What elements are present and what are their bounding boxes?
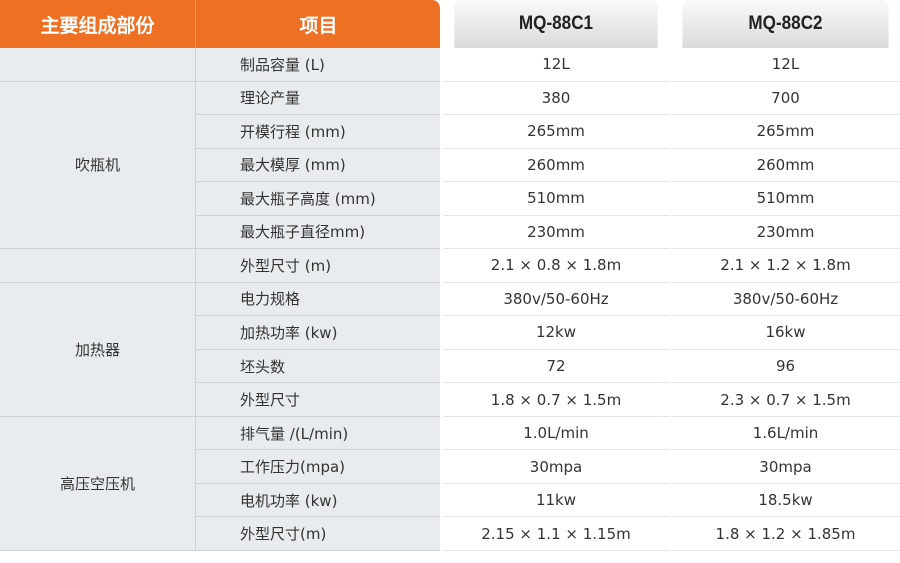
row-value-model-1: 12L: [443, 48, 669, 82]
header-model-1: MQ-88C1: [454, 0, 658, 48]
group-label: 加热器: [0, 283, 195, 417]
row-item-label: 最大瓶子高度 (mm): [195, 182, 440, 216]
row-value-model-1: 2.1 × 0.8 × 1.8m: [443, 249, 669, 283]
row-value-model-2: 230mm: [671, 216, 900, 250]
row-value-model-2: 1.8 × 1.2 × 1.85m: [671, 517, 900, 551]
row-value-model-2: 260mm: [671, 149, 900, 183]
row-item-label: 外型尺寸(m): [195, 517, 440, 551]
row-value-model-2: 510mm: [671, 182, 900, 216]
row-item-label: 电机功率 (kw): [195, 483, 440, 518]
row-item-label: 排气量 /(L/min): [195, 416, 440, 451]
row-value-model-1: 12kw: [443, 316, 669, 350]
row-value-model-1: 230mm: [443, 216, 669, 250]
row-value-model-2: 700: [671, 82, 900, 116]
row-value-model-2: 18.5kw: [671, 484, 900, 518]
group-label: [0, 249, 195, 283]
header-orange: 主要组成部份 项目: [0, 0, 440, 48]
row-value-model-1: 1.8 × 0.7 × 1.5m: [443, 383, 669, 417]
row-value-model-2: 16kw: [671, 316, 900, 350]
row-value-model-2: 96: [671, 350, 900, 384]
row-value-model-2: 380v/50-60Hz: [671, 283, 900, 317]
row-item-label: 加热功率 (kw): [195, 316, 440, 350]
header-group: 主要组成部份: [40, 14, 155, 37]
row-value-model-1: 510mm: [443, 182, 669, 216]
row-value-model-1: 260mm: [443, 149, 669, 183]
row-value-model-1: 2.15 × 1.1 × 1.15m: [443, 517, 669, 551]
row-value-model-1: 380v/50-60Hz: [443, 283, 669, 317]
row-value-model-1: 72: [443, 350, 669, 384]
row-value-model-1: 11kw: [443, 484, 669, 518]
row-item-label: 外型尺寸 (m): [195, 249, 440, 283]
header-model-2: MQ-88C2: [682, 0, 889, 48]
row-item-label: 制品容量 (L): [195, 48, 440, 82]
row-value-model-2: 2.3 × 0.7 × 1.5m: [671, 383, 900, 417]
group-label: [0, 48, 195, 82]
left-background: [0, 48, 440, 551]
row-item-label: 坯头数: [195, 349, 440, 384]
row-value-model-1: 380: [443, 82, 669, 116]
group-label: 高压空压机: [0, 417, 195, 551]
header-item: 项目: [195, 0, 441, 48]
row-value-model-2: 12L: [671, 48, 900, 82]
row-item-label: 最大瓶子直径mm): [195, 215, 440, 250]
row-value-model-2: 265mm: [671, 115, 900, 149]
row-value-model-1: 265mm: [443, 115, 669, 149]
row-value-model-1: 30mpa: [443, 450, 669, 484]
row-value-model-2: 1.6L/min: [671, 417, 900, 451]
row-item-label: 开模行程 (mm): [195, 115, 440, 149]
row-value-model-2: 2.1 × 1.2 × 1.8m: [671, 249, 900, 283]
row-item-label: 工作压力(mpa): [195, 450, 440, 484]
row-item-label: 电力规格: [195, 282, 440, 317]
group-label: 吹瓶机: [0, 82, 195, 250]
row-item-label: 最大模厚 (mm): [195, 148, 440, 183]
row-item-label: 外型尺寸: [195, 383, 440, 417]
row-value-model-2: 30mpa: [671, 450, 900, 484]
row-value-model-1: 1.0L/min: [443, 417, 669, 451]
row-item-label: 理论产量: [195, 81, 440, 116]
